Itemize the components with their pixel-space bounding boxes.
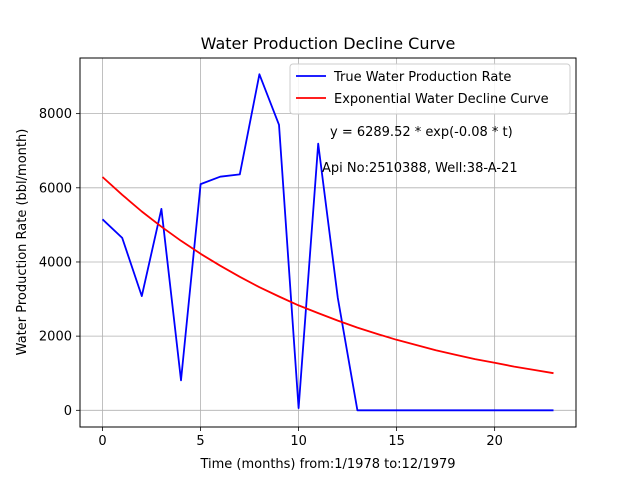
true-rate-line bbox=[101, 73, 554, 412]
legend-label-true-rate: True Water Production Rate bbox=[333, 70, 511, 85]
x-axis-label: Time (months) from:1/1978 to:12/1979 bbox=[199, 457, 455, 472]
axis-ticks: 0 5 10 15 20 0 2000 4000 6000 8000 bbox=[39, 107, 503, 449]
chart-title: Water Production Decline Curve bbox=[201, 34, 456, 53]
y-tick-label: 8000 bbox=[39, 107, 72, 122]
y-tick-label: 6000 bbox=[39, 181, 72, 196]
x-tick-label: 20 bbox=[486, 434, 503, 449]
legend: True Water Production Rate Exponential W… bbox=[289, 63, 571, 115]
x-tick-label: 15 bbox=[388, 434, 405, 449]
y-tick-label: 4000 bbox=[39, 255, 72, 270]
x-tick-label: 5 bbox=[196, 434, 204, 449]
x-tick-label: 0 bbox=[98, 434, 106, 449]
equation-annotation: y = 6289.52 * exp(-0.08 * t) bbox=[330, 125, 513, 140]
legend-label-decline-curve: Exponential Water Decline Curve bbox=[334, 92, 549, 107]
decline-curve-line bbox=[101, 176, 554, 375]
series-lines bbox=[101, 73, 554, 412]
y-tick-label: 0 bbox=[64, 404, 72, 419]
legend-box bbox=[289, 63, 571, 115]
y-tick-label: 2000 bbox=[39, 330, 72, 345]
y-axis-label: Water Production Rate (bbl/month) bbox=[15, 129, 30, 356]
x-tick-label: 10 bbox=[290, 434, 307, 449]
well-annotation: Api No:2510388, Well:38-A-21 bbox=[322, 161, 518, 176]
plot-area-frame bbox=[79, 57, 577, 428]
